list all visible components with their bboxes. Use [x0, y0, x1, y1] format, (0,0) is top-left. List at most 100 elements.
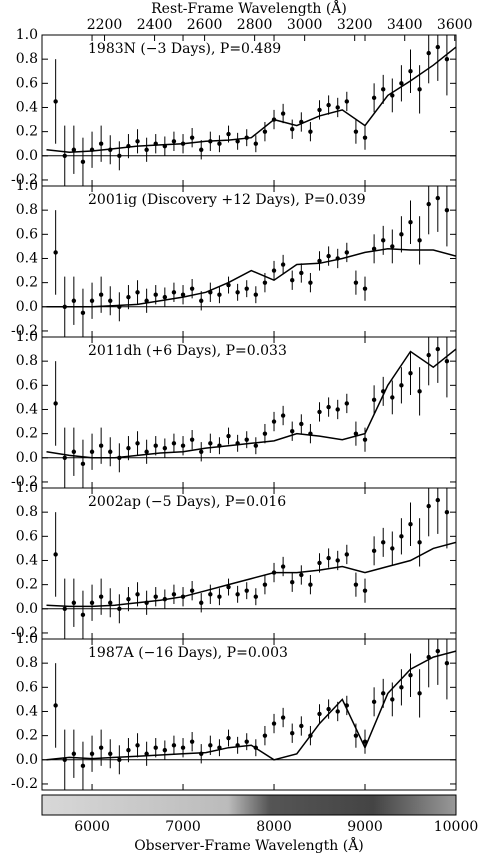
- data-point: [144, 449, 149, 454]
- data-point: [426, 201, 431, 207]
- data-point: [135, 441, 140, 446]
- data-point: [344, 250, 350, 255]
- data-point: [408, 522, 413, 527]
- data-point: [253, 594, 259, 599]
- panel-title: 2001ig (Discovery +12 Days), P=0.039: [88, 192, 366, 208]
- data-point: [444, 660, 450, 666]
- y-tick-label: 0.6: [16, 377, 38, 393]
- data-point: [317, 711, 322, 717]
- data-point: [253, 443, 259, 448]
- model-line: [46, 248, 456, 308]
- data-point: [444, 358, 450, 364]
- data-point: [435, 648, 441, 654]
- y-tick-label: 0.4: [16, 552, 38, 568]
- data-point: [126, 294, 131, 300]
- data-point: [180, 745, 186, 750]
- data-point: [135, 290, 140, 295]
- data-point: [244, 739, 249, 744]
- y-tick-label: 0.0: [16, 601, 38, 617]
- top-tick-label: 3200: [337, 17, 373, 33]
- data-point: [444, 509, 450, 515]
- data-point: [362, 135, 368, 140]
- data-point: [353, 129, 359, 134]
- data-point: [408, 371, 413, 376]
- data-point: [53, 552, 58, 557]
- data-point: [71, 298, 77, 303]
- data-point: [262, 582, 268, 587]
- data-point: [144, 298, 149, 303]
- data-point: [335, 105, 340, 110]
- y-tick-label: 1.0: [16, 329, 38, 345]
- data-point: [53, 703, 58, 708]
- data-point: [417, 691, 422, 696]
- data-point: [126, 445, 131, 451]
- data-point: [417, 87, 422, 92]
- top-tick-label: 2200: [87, 17, 123, 33]
- data-point: [171, 743, 177, 748]
- data-point: [326, 706, 331, 712]
- data-point: [353, 431, 359, 436]
- data-point: [244, 588, 249, 593]
- x-tick-label: 9000: [347, 819, 383, 835]
- y-tick-label: 1.0: [16, 178, 38, 194]
- data-point: [153, 745, 158, 750]
- data-point: [290, 278, 295, 283]
- data-point: [171, 290, 177, 295]
- data-point: [399, 534, 404, 539]
- data-point: [144, 751, 149, 756]
- y-tick-label: 0.6: [16, 528, 38, 544]
- data-point: [71, 751, 77, 756]
- data-point: [199, 600, 204, 605]
- data-point: [262, 733, 268, 738]
- y-tick-label: 0.8: [16, 51, 38, 67]
- y-tick-label: -0.2: [11, 172, 38, 188]
- y-tick-label: 0.8: [16, 504, 38, 520]
- data-point: [98, 745, 104, 750]
- data-point: [153, 443, 158, 448]
- top-tick-label: 3600: [437, 17, 473, 33]
- x-axis-label: Observer-Frame Wavelength (Å): [134, 836, 364, 854]
- data-point: [208, 441, 213, 446]
- y-tick-label: 0.4: [16, 99, 38, 115]
- data-point: [435, 44, 441, 50]
- data-point: [271, 419, 277, 424]
- panel-frame: [41, 487, 457, 640]
- data-point: [262, 129, 268, 134]
- data-point: [180, 292, 186, 297]
- data-point: [108, 600, 113, 605]
- panel: [42, 35, 456, 186]
- data-point: [399, 383, 404, 388]
- data-point: [98, 594, 104, 599]
- data-point: [353, 582, 359, 587]
- y-tick-label: -0.2: [11, 474, 38, 490]
- y-tick-label: 1.0: [16, 480, 38, 496]
- data-point: [417, 540, 422, 545]
- data-point: [326, 404, 331, 410]
- data-point: [126, 596, 131, 602]
- data-point: [390, 546, 395, 551]
- y-tick-label: -0.2: [11, 323, 38, 339]
- data-point: [362, 437, 368, 442]
- y-tick-label: 0.0: [16, 752, 38, 768]
- top-tick-label: 2400: [137, 17, 173, 33]
- data-point: [71, 147, 77, 152]
- x-tick-label: 10000: [434, 819, 479, 835]
- panel-title: 2011dh (+6 Days), P=0.033: [88, 343, 287, 359]
- data-point: [280, 564, 286, 569]
- data-point: [308, 280, 313, 285]
- data-point: [371, 548, 377, 554]
- data-point: [299, 270, 304, 276]
- data-point: [126, 747, 131, 753]
- data-point: [135, 139, 140, 144]
- top-tick-label: 3000: [287, 17, 323, 33]
- data-point: [290, 127, 295, 132]
- model-line: [46, 650, 456, 761]
- data-point: [89, 751, 95, 756]
- data-point: [71, 449, 77, 454]
- model-line: [46, 46, 456, 153]
- data-point: [280, 715, 286, 720]
- y-tick-label: 0.8: [16, 353, 38, 369]
- data-point: [317, 258, 322, 264]
- data-point: [62, 606, 67, 611]
- top-tick-label: 3400: [387, 17, 423, 33]
